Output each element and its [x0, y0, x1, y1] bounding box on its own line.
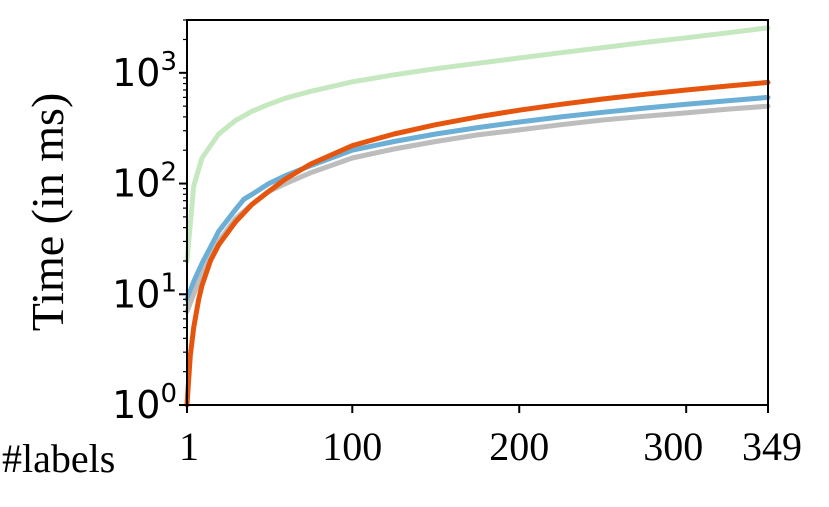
x-tick-label: 1: [179, 424, 199, 469]
x-axis: 1 100 200 300 349: [179, 405, 802, 469]
x-tick-label: 100: [322, 424, 382, 469]
y-axis-label: Time (in ms): [22, 93, 73, 332]
y-tick-label: 100: [112, 379, 177, 427]
plot-frame: [186, 19, 769, 406]
y-tick-label: 103: [112, 47, 177, 95]
x-tick-label: 349: [742, 424, 802, 469]
y-tick-label: 101: [112, 268, 177, 316]
series-line-2: [184, 94, 771, 302]
series-line-1: [184, 25, 771, 264]
series-layer: [184, 25, 771, 408]
y-axis: 100 101 102 103: [112, 19, 187, 427]
series-line-3: [184, 103, 771, 314]
series-line-4: [184, 79, 771, 408]
y-tick-label: 102: [112, 158, 177, 206]
x-tick-label: 200: [489, 424, 549, 469]
x-tick-label: 300: [643, 424, 703, 469]
x-axis-label: #labels: [2, 436, 115, 481]
